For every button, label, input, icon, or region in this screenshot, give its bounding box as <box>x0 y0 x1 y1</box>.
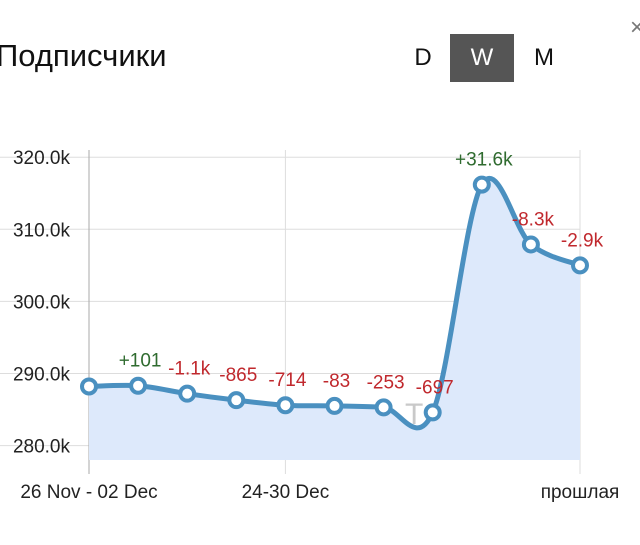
y-axis-ticks: 280.0k 290.0k 300.0k 310.0k 320.0k <box>13 148 71 457</box>
data-labels: +101 -1.1k -865 -714 -83 -253 -697 +31.6k -8.3k-… <box>119 150 604 399</box>
series-area <box>89 178 580 460</box>
data-point-7[interactable] <box>423 403 442 422</box>
data-point-8[interactable] <box>472 175 491 194</box>
y-tick-label: 320.0k <box>13 148 71 169</box>
data-label-1: +101 <box>119 351 162 372</box>
data-point-3[interactable] <box>227 391 246 410</box>
data-points <box>80 175 589 422</box>
page-title: Подписчики <box>0 38 167 73</box>
data-label-9: -8.3k <box>512 209 555 230</box>
y-tick-label: 310.0k <box>13 220 71 241</box>
data-label-2: -1.1k <box>168 359 211 380</box>
data-label-5: -83 <box>323 371 350 392</box>
y-tick-label: 290.0k <box>13 364 71 385</box>
y-tick-label: 280.0k <box>13 437 71 458</box>
data-label-10: -2.9k <box>561 230 604 251</box>
data-point-6[interactable] <box>374 398 393 417</box>
data-point-5[interactable] <box>325 396 344 415</box>
y-tick-label: 300.0k <box>13 292 71 313</box>
data-point-0[interactable] <box>80 377 98 396</box>
close-icon[interactable]: × <box>630 14 640 41</box>
data-label-6: -253 <box>367 372 405 393</box>
data-point-1[interactable] <box>129 376 148 395</box>
x-tick-label: прошлая <box>541 482 620 503</box>
data-label-4: -714 <box>268 370 306 391</box>
data-point-4[interactable] <box>276 396 295 415</box>
data-point-9[interactable] <box>521 235 540 254</box>
data-point-10[interactable] <box>571 256 589 275</box>
data-label-3: -865 <box>219 365 257 386</box>
period-tab-d[interactable]: D <box>414 44 432 71</box>
data-label-8: +31.6k <box>455 150 513 171</box>
period-tab-w[interactable]: W <box>450 34 514 82</box>
period-tab-m[interactable]: M <box>534 44 554 71</box>
x-tick-label: 26 Nov - 02 Dec <box>20 482 157 503</box>
data-point-2[interactable] <box>178 384 197 403</box>
data-label-7: -697 <box>416 377 454 398</box>
x-tick-label: 24-30 Dec <box>242 482 330 503</box>
x-axis-ticks: 26 Nov - 02 Dec 24-30 Dec прошлая <box>20 482 619 503</box>
